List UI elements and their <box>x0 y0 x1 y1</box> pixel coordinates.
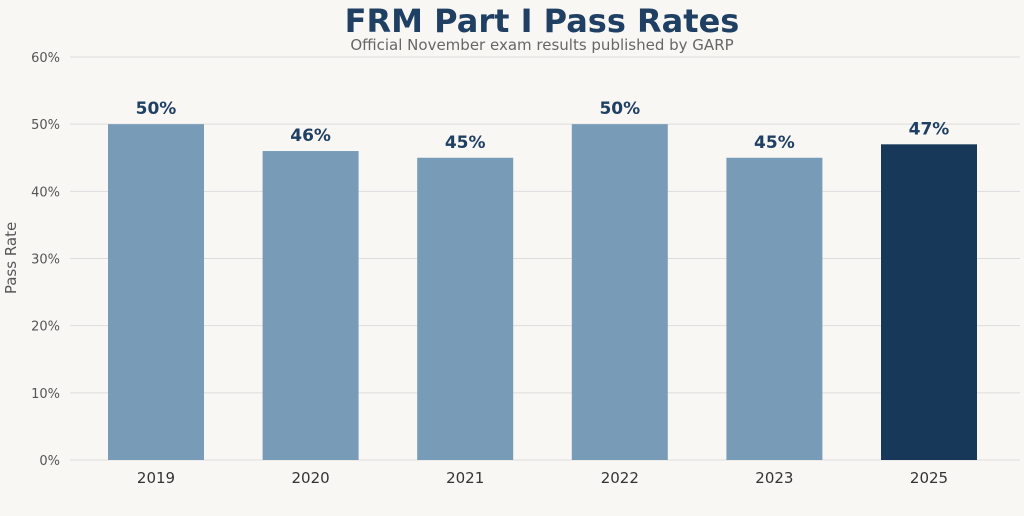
x-tick-label-2020: 2020 <box>292 469 330 487</box>
value-label-2021: 45% <box>445 133 486 153</box>
value-label-2022: 50% <box>599 99 640 119</box>
grid-lines <box>70 56 1020 461</box>
value-label-2025: 47% <box>909 119 950 139</box>
value-label-2020: 46% <box>290 126 331 146</box>
bar-2025 <box>881 144 977 461</box>
value-labels: 50% 46% 45% 50% 45% 47% <box>136 99 950 153</box>
y-tick-label: 30% <box>31 253 60 268</box>
y-axis-ticks: 0% 10% 20% 30% 40% 50% 60% <box>31 51 60 469</box>
y-tick-label: 50% <box>31 118 60 133</box>
value-label-2019: 50% <box>136 99 177 119</box>
x-tick-label-2019: 2019 <box>137 469 175 487</box>
x-tick-label-2021: 2021 <box>446 469 484 487</box>
x-tick-label-2022: 2022 <box>601 469 639 487</box>
bar-2019 <box>108 124 204 461</box>
bar-2021 <box>417 157 514 460</box>
chart-subtitle: Official November exam results published… <box>350 36 733 54</box>
bars <box>108 124 977 461</box>
y-tick-label: 40% <box>31 185 60 200</box>
bar-2023 <box>726 157 823 460</box>
y-tick-label: 60% <box>31 51 60 66</box>
x-tick-label-2023: 2023 <box>755 469 793 487</box>
y-tick-label: 20% <box>31 320 60 335</box>
x-axis-ticks: 2019 2020 2021 2022 2023 2025 <box>137 469 948 487</box>
value-label-2023: 45% <box>754 133 795 153</box>
y-tick-label: 0% <box>39 454 60 469</box>
chart-title: FRM Part I Pass Rates <box>345 2 740 40</box>
bar-2020 <box>262 151 359 461</box>
y-tick-label: 10% <box>31 387 60 402</box>
y-axis-label: Pass Rate <box>2 222 20 294</box>
bar-2022 <box>571 124 668 461</box>
x-tick-label-2025: 2025 <box>910 469 948 487</box>
